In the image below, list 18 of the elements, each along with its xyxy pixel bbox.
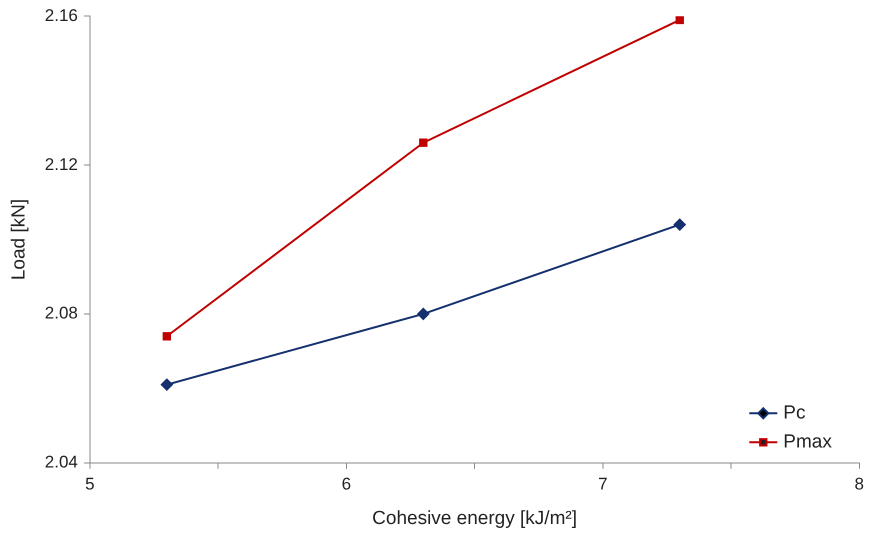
point: [162, 332, 172, 340]
legend-label: Pmax: [783, 432, 832, 453]
x-tick-label: 7: [598, 474, 608, 494]
point: [419, 138, 428, 147]
x-axis-title: Cohesive energy [kJ/m²]: [372, 508, 578, 529]
x-tick-label: 8: [854, 474, 864, 494]
y-tick-label: 2.12: [44, 154, 78, 174]
x-tick-label: 5: [85, 474, 95, 494]
point: [676, 16, 684, 24]
y-tick-label: 2.16: [44, 6, 78, 25]
legend-label: Pc: [783, 402, 806, 424]
y-tick-label: 2.04: [44, 452, 78, 472]
x-tick-label: 6: [342, 474, 352, 494]
point: [674, 218, 686, 231]
y-tick-label: 2.08: [44, 304, 78, 323]
point: [417, 308, 430, 320]
y-axis-title: Load [kN]: [8, 198, 30, 280]
point: [160, 378, 173, 391]
